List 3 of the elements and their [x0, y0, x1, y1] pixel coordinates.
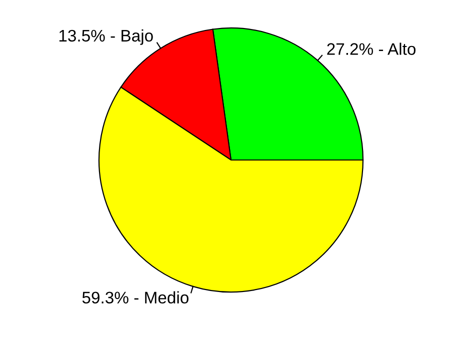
slice-label: 27.2% - Alto — [327, 42, 416, 55]
slice-label: 13.5% - Bajo — [59, 29, 153, 45]
slice-label: 59.3% - Medio — [82, 291, 188, 304]
